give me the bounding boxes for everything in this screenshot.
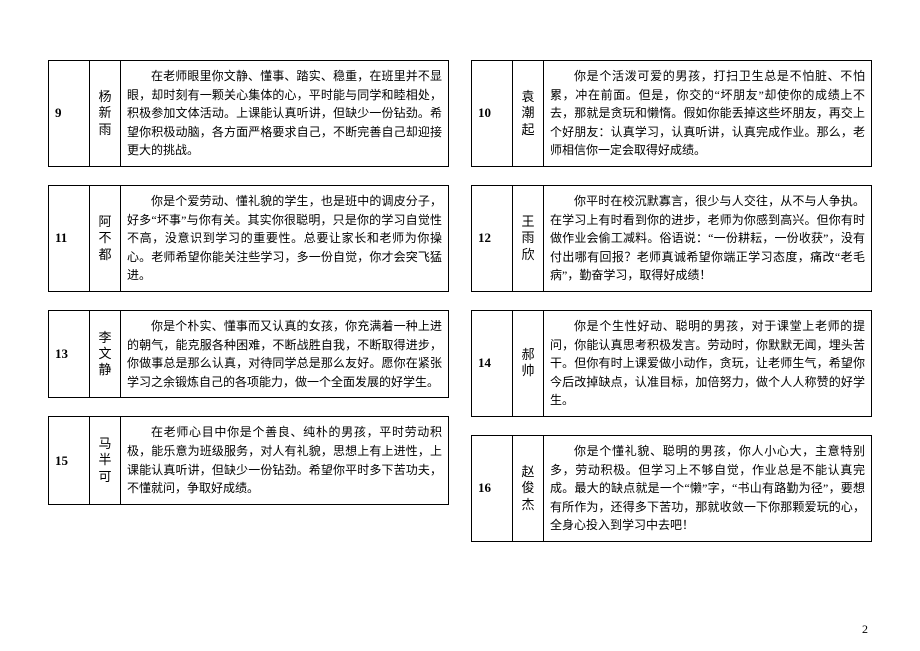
entry-number: 14 [472, 310, 513, 416]
entry-block: 15马半可在老师心目中你是个善良、纯朴的男孩，平时劳动积极，能乐意为班级服务，对… [48, 416, 449, 504]
entry-comment: 你是个懂礼貌、聪明的男孩，你人小心大，主意特别多，劳动积极。但学习上不够自觉，作… [544, 435, 872, 541]
entry-number: 9 [49, 61, 90, 167]
entry-comment: 你是个朴实、懂事而又认真的女孩，你充满着一种上进的朝气，能克服各种困难，不断战胜… [121, 310, 449, 397]
entry-block: 11阿不都你是个爱劳动、懂礼貌的学生，也是班中的调皮分子，好多“坏事”与你有关。… [48, 185, 449, 292]
page-number: 2 [862, 622, 868, 637]
entry-number: 16 [472, 435, 513, 541]
entry-comment: 你平时在校沉默寡言，很少与人交往，从不与人争执。在学习上有时看到你的进步，老师为… [544, 185, 872, 291]
entry-block: 12王雨欣你平时在校沉默寡言，很少与人交往，从不与人争执。在学习上有时看到你的进… [471, 185, 872, 292]
entry-block: 16赵俊杰你是个懂礼貌、聪明的男孩，你人小心大，主意特别多，劳动积极。但学习上不… [471, 435, 872, 542]
entry-comment: 在老师心目中你是个善良、纯朴的男孩，平时劳动积极，能乐意为班级服务，对人有礼貌，… [121, 417, 449, 504]
entry-number: 10 [472, 61, 513, 167]
entry-block: 9杨新雨在老师眼里你文静、懂事、踏实、稳重，在班里并不显眼，却时刻有一颗关心集体… [48, 60, 449, 167]
entry-number: 11 [49, 185, 90, 291]
left-column: 9杨新雨在老师眼里你文静、懂事、踏实、稳重，在班里并不显眼，却时刻有一颗关心集体… [48, 60, 449, 560]
right-column: 10袁潮起你是个活泼可爱的男孩，打扫卫生总是不怕脏、不怕累，冲在前面。但是，你交… [471, 60, 872, 560]
entry-number: 13 [49, 310, 90, 397]
entry-number: 12 [472, 185, 513, 291]
entry-name: 马半可 [90, 417, 121, 504]
entry-name: 赵俊杰 [513, 435, 544, 541]
entry-block: 13李文静你是个朴实、懂事而又认真的女孩，你充满着一种上进的朝气，能克服各种困难… [48, 310, 449, 398]
entry-name: 李文静 [90, 310, 121, 397]
entry-comment: 你是个爱劳动、懂礼貌的学生，也是班中的调皮分子，好多“坏事”与你有关。其实你很聪… [121, 185, 449, 291]
entry-comment: 在老师眼里你文静、懂事、踏实、稳重，在班里并不显眼，却时刻有一颗关心集体的心，平… [121, 61, 449, 167]
entry-name: 郝帅 [513, 310, 544, 416]
entry-name: 阿不都 [90, 185, 121, 291]
entry-block: 10袁潮起你是个活泼可爱的男孩，打扫卫生总是不怕脏、不怕累，冲在前面。但是，你交… [471, 60, 872, 167]
entry-name: 杨新雨 [90, 61, 121, 167]
entry-comment: 你是个活泼可爱的男孩，打扫卫生总是不怕脏、不怕累，冲在前面。但是，你交的“坏朋友… [544, 61, 872, 167]
entry-name: 袁潮起 [513, 61, 544, 167]
entry-name: 王雨欣 [513, 185, 544, 291]
entry-block: 14郝帅你是个生性好动、聪明的男孩，对于课堂上老师的提问，你能认真思考积极发言。… [471, 310, 872, 417]
entry-number: 15 [49, 417, 90, 504]
entry-comment: 你是个生性好动、聪明的男孩，对于课堂上老师的提问，你能认真思考积极发言。劳动时，… [544, 310, 872, 416]
